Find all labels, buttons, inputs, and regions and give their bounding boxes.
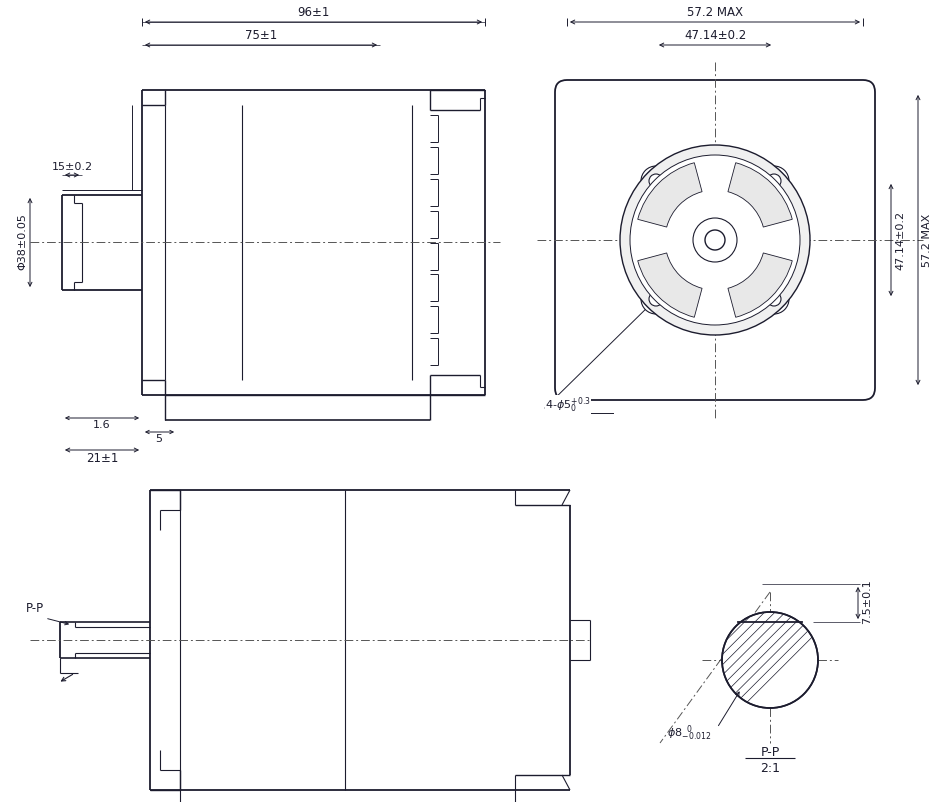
Text: 15±0.2: 15±0.2 — [51, 162, 93, 172]
Text: 57.2 MAX: 57.2 MAX — [687, 6, 743, 19]
Circle shape — [630, 155, 800, 325]
Text: P-P: P-P — [26, 602, 44, 614]
Text: 47.14±0.2: 47.14±0.2 — [684, 29, 746, 42]
Text: 75±1: 75±1 — [245, 29, 277, 42]
Text: $\phi$8$^{\ \ 0}_{-0.012}$: $\phi$8$^{\ \ 0}_{-0.012}$ — [667, 723, 711, 743]
Text: Φ38±0.05: Φ38±0.05 — [17, 213, 27, 270]
Text: 7.5±0.1: 7.5±0.1 — [862, 580, 872, 625]
Text: 1.6: 1.6 — [93, 420, 111, 430]
Circle shape — [649, 292, 663, 306]
Circle shape — [722, 612, 818, 708]
Text: 47.14±0.2: 47.14±0.2 — [895, 210, 905, 269]
Circle shape — [767, 292, 781, 306]
Text: 21±1: 21±1 — [86, 452, 118, 465]
Circle shape — [693, 218, 737, 262]
Circle shape — [649, 174, 663, 188]
Text: ↙: ↙ — [720, 283, 726, 293]
Circle shape — [705, 230, 725, 250]
Text: Leadshine: Leadshine — [698, 162, 733, 168]
Circle shape — [759, 284, 789, 314]
Wedge shape — [638, 163, 702, 227]
Text: P-P: P-P — [761, 747, 779, 759]
Circle shape — [759, 166, 789, 196]
Text: 5: 5 — [155, 434, 163, 444]
Circle shape — [641, 166, 671, 196]
Wedge shape — [728, 163, 792, 227]
Text: 96±1: 96±1 — [298, 6, 330, 19]
Circle shape — [620, 145, 810, 335]
Circle shape — [641, 284, 671, 314]
Text: 2:1: 2:1 — [760, 762, 780, 775]
Text: 4-$\phi$5$^{+0.3}_{0}$: 4-$\phi$5$^{+0.3}_{0}$ — [545, 395, 591, 415]
Circle shape — [767, 174, 781, 188]
FancyBboxPatch shape — [555, 80, 875, 400]
Wedge shape — [638, 253, 702, 318]
Wedge shape — [728, 253, 792, 318]
Text: 57.2 MAX: 57.2 MAX — [922, 213, 930, 266]
